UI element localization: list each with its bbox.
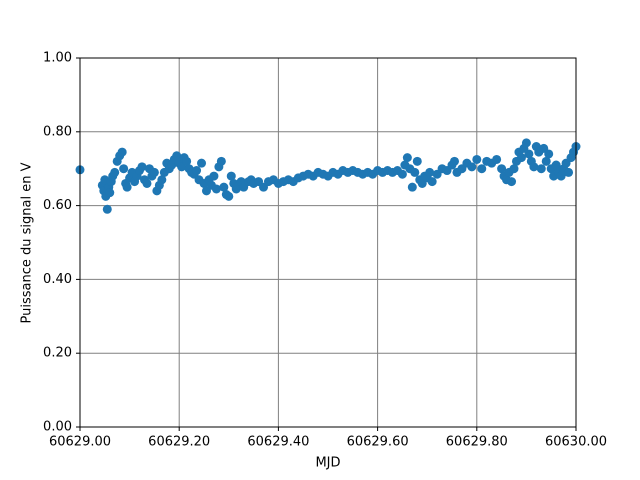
point <box>516 153 526 163</box>
point <box>397 169 407 179</box>
point <box>122 182 132 192</box>
point <box>412 156 422 166</box>
point <box>497 164 507 174</box>
point <box>182 156 192 166</box>
y-tick-label: 0.00 <box>43 420 72 435</box>
point <box>544 149 554 159</box>
point <box>521 138 531 148</box>
point <box>536 164 546 174</box>
point <box>224 191 234 201</box>
point <box>211 184 221 194</box>
y-tick-label: 0.40 <box>43 272 72 287</box>
x-tick-label: 60629.60 <box>347 435 409 450</box>
point <box>216 156 226 166</box>
point <box>467 162 477 172</box>
x-tick-label: 60629.80 <box>446 435 508 450</box>
point <box>425 167 435 177</box>
point <box>507 177 517 187</box>
y-axis-label: Puissance du signal en V <box>20 162 35 323</box>
point <box>192 166 202 176</box>
point <box>402 153 412 163</box>
point <box>226 171 236 181</box>
point <box>492 154 502 164</box>
y-tick-label: 0.20 <box>43 346 72 361</box>
point <box>541 156 551 166</box>
point <box>105 188 115 198</box>
point <box>209 171 219 181</box>
point <box>219 182 229 192</box>
point <box>119 164 129 174</box>
point <box>157 175 167 185</box>
point <box>427 177 437 187</box>
x-tick-label: 60630.00 <box>545 435 607 450</box>
point <box>102 204 112 214</box>
point <box>117 147 127 157</box>
point <box>551 160 561 170</box>
point <box>142 178 152 188</box>
x-tick-label: 60629.20 <box>148 435 210 450</box>
point <box>137 162 147 172</box>
x-tick-label: 60629.40 <box>247 435 309 450</box>
point <box>524 149 534 159</box>
point <box>472 154 482 164</box>
point <box>197 158 207 168</box>
point <box>410 167 420 177</box>
point <box>172 151 182 161</box>
x-axis-label: MJD <box>315 456 340 471</box>
x-tick-label: 60629.00 <box>49 435 111 450</box>
point <box>407 182 417 192</box>
point <box>149 167 159 177</box>
point <box>556 171 566 181</box>
y-tick-label: 1.00 <box>43 51 72 66</box>
plot-frame <box>79 57 577 428</box>
y-tick-label: 0.80 <box>43 124 72 139</box>
y-tick-label: 0.60 <box>43 198 72 213</box>
point <box>449 156 459 166</box>
point <box>509 164 519 174</box>
point <box>564 167 574 177</box>
point <box>529 162 539 172</box>
point <box>110 167 120 177</box>
point <box>477 164 487 174</box>
